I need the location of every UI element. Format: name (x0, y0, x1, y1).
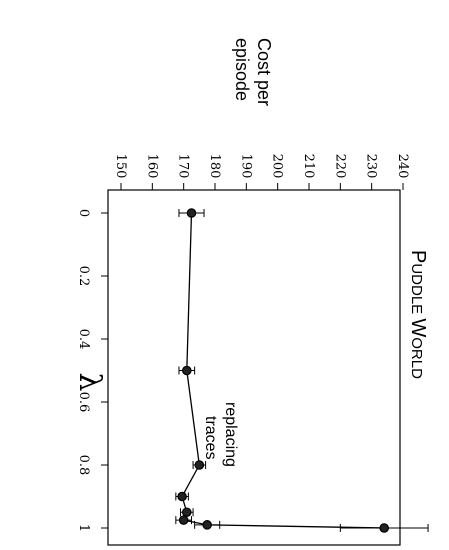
x-axis-title: λ (72, 372, 107, 391)
data-point (178, 515, 189, 525)
x-tick-label: 1 (76, 524, 91, 532)
y-tick-label: 210 (301, 154, 316, 179)
data-point (182, 507, 192, 518)
x-tick-label: 0.8 (76, 455, 91, 476)
data-points (177, 208, 389, 533)
y-tick-label: 150 (113, 154, 128, 179)
data-point (379, 523, 389, 533)
x-tick-label: 0.6 (76, 392, 91, 413)
x-tick-label: 0.2 (76, 266, 91, 287)
plot-frame (107, 189, 401, 546)
y-tick-label: 180 (207, 154, 222, 179)
data-point (202, 520, 212, 530)
y-axis-ticks: 150 160 170 180 190 200 210 220 230 240 (113, 154, 410, 190)
series-line (181, 212, 385, 529)
y-axis-title: Cost per episode (232, 38, 274, 111)
y-tick-label: 240 (395, 154, 410, 179)
y-tick-label: 230 (364, 154, 379, 179)
x-tick-label: 0.4 (76, 329, 91, 350)
data-point (182, 365, 192, 376)
annotation-replacing-traces: replacing traces (202, 402, 239, 471)
x-tick-label: 0 (76, 209, 91, 217)
y-tick-label: 220 (332, 154, 347, 179)
chart-title: PUDDLE WORLD (407, 250, 429, 379)
y-tick-label: 200 (270, 154, 285, 179)
x-axis-ticks: 0 0.2 0.4 0.6 0.8 1 (76, 209, 108, 532)
y-tick-label: 170 (176, 154, 191, 179)
data-point (194, 460, 205, 470)
y-tick-label: 190 (238, 154, 253, 179)
data-point (186, 208, 197, 218)
error-bars (175, 209, 429, 532)
y-tick-label: 160 (144, 154, 159, 179)
data-point (177, 491, 187, 502)
